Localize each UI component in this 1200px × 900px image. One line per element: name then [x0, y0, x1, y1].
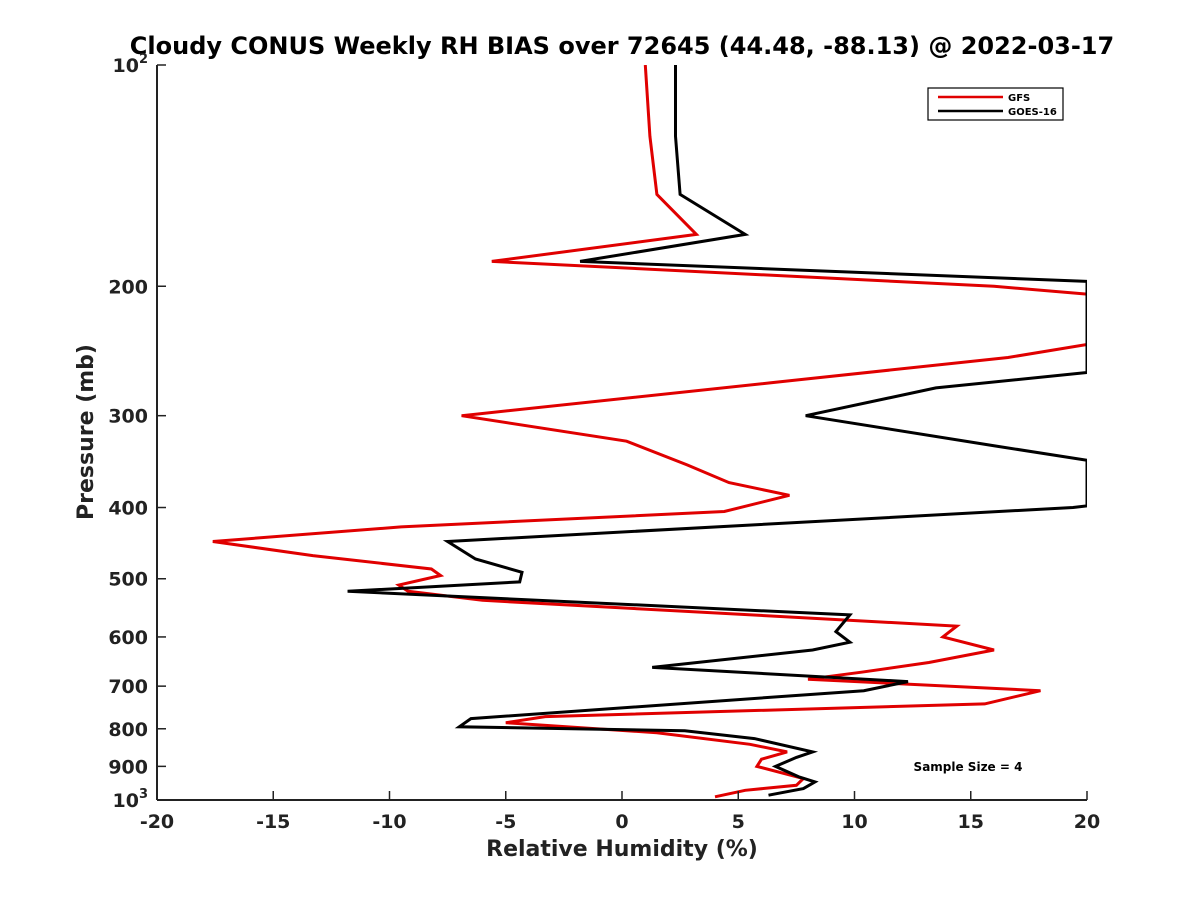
legend-label-gfs: GFS — [1008, 93, 1030, 104]
y-tick-label: 700 — [108, 676, 148, 698]
y-ticks: 102 200 300 400 500 600 700 800 900 103 — [108, 52, 166, 812]
x-tick-label: -15 — [256, 811, 290, 833]
x-tick-label: -20 — [140, 811, 174, 833]
x-tick-label: 0 — [615, 811, 628, 833]
y-tick-label: 800 — [108, 719, 148, 741]
series-line-goes16 — [347, 65, 1087, 797]
y-tick-label: 102 — [113, 52, 149, 77]
x-tick-label: 15 — [958, 811, 984, 833]
y-tick-label: 500 — [108, 569, 148, 591]
series-layer — [212, 65, 1087, 799]
y-tick-label: 103 — [113, 787, 149, 812]
legend-box — [927, 87, 1064, 121]
x-tick-label: 5 — [732, 811, 745, 833]
x-axis-label: Relative Humidity (%) — [486, 837, 758, 862]
x-tick-label: -10 — [372, 811, 406, 833]
x-tick-label: 20 — [1074, 811, 1100, 833]
x-tick-label: -5 — [495, 811, 516, 833]
y-tick-label: 900 — [108, 756, 148, 778]
y-tick-label: 400 — [108, 498, 148, 520]
plot-background — [157, 65, 1087, 800]
y-tick-label: 200 — [108, 276, 148, 298]
legend: GFS GOES-16 — [927, 87, 1064, 121]
sample-size-annotation: Sample Size = 4 — [914, 760, 1023, 774]
x-tick-label: 10 — [841, 811, 867, 833]
y-tick-label: 300 — [108, 406, 148, 428]
y-axis-label: Pressure (mb) — [74, 344, 99, 520]
y-tick-label: 600 — [108, 627, 148, 649]
x-ticks: -20 -15 -10 -5 0 5 10 15 20 — [140, 791, 1100, 833]
legend-label-goes16: GOES-16 — [1008, 107, 1057, 118]
chart-title: Cloudy CONUS Weekly RH BIAS over 72645 (… — [130, 32, 1114, 60]
